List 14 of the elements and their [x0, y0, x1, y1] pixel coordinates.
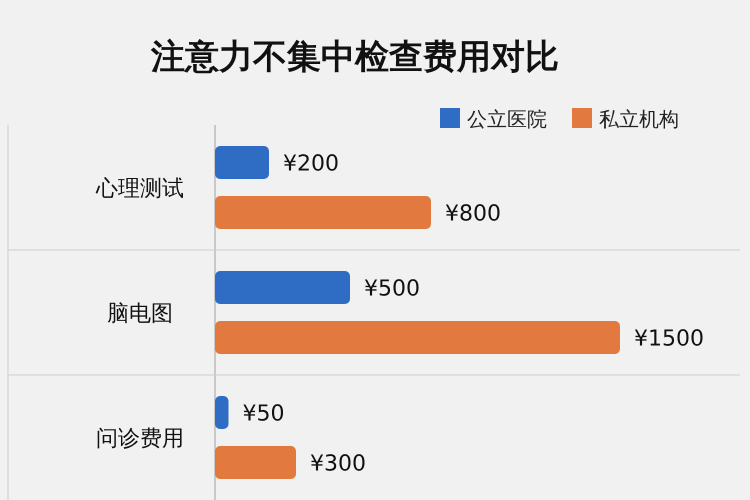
chart-title: 注意力不集中检查费用对比 [150, 37, 559, 77]
data-label: ¥300 [310, 452, 366, 476]
legend-item: 公立医院 [440, 107, 547, 131]
data-label: ¥50 [242, 402, 284, 426]
y-tick-label: 脑电图 [107, 302, 173, 326]
y-tick-label: 问诊费用 [96, 426, 184, 452]
data-label: ¥500 [364, 276, 420, 302]
y-tick-label: 心理测试 [95, 176, 184, 202]
legend-item: 私立机构 [572, 107, 679, 131]
data-label: ¥200 [283, 152, 339, 176]
legend-label: 私立机构 [599, 107, 679, 131]
legend-label: 公立医院 [467, 107, 547, 131]
data-label: ¥1500 [634, 326, 704, 352]
data-label: ¥800 [445, 202, 501, 226]
